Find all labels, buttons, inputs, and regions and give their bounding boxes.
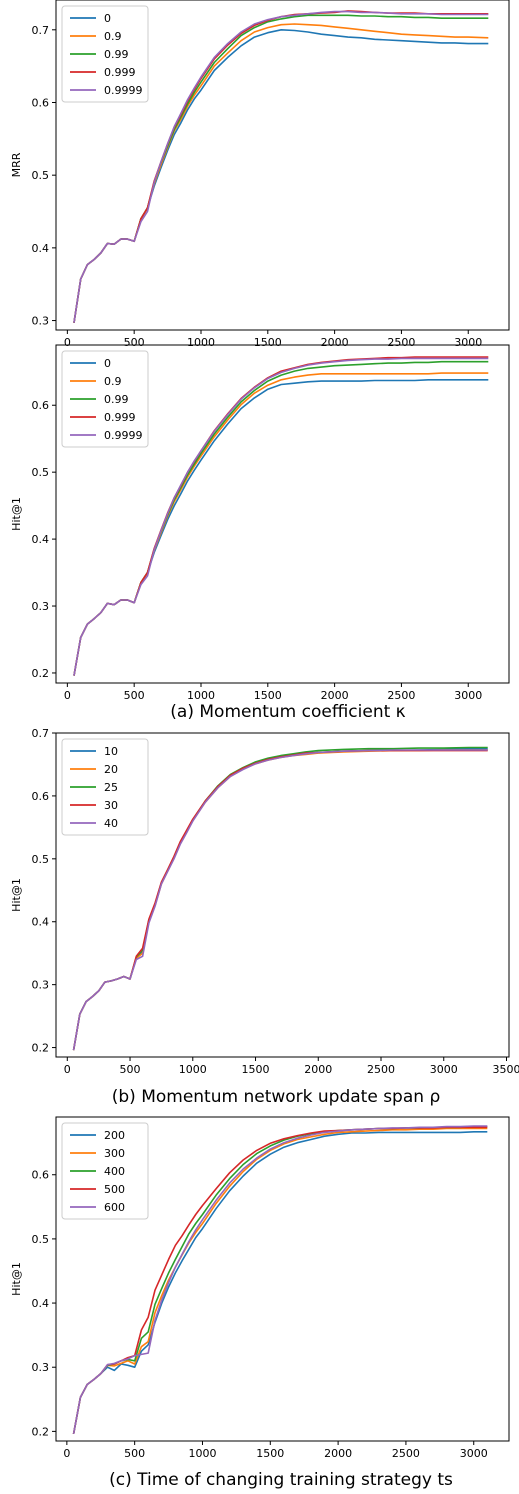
x-tick-label: 2000 [304, 1063, 332, 1076]
legend-label: 400 [104, 1165, 125, 1178]
legend-label: 0.999 [104, 411, 136, 424]
y-tick-label: 0.6 [32, 399, 50, 412]
y-tick-label: 0.3 [32, 600, 50, 613]
legend-label: 600 [104, 1201, 125, 1214]
y-tick-label: 0.7 [32, 24, 50, 37]
y-tick-label: 0.3 [32, 315, 50, 328]
x-tick-label: 1000 [188, 1447, 216, 1460]
x-tick-label: 0 [64, 1063, 71, 1076]
x-tick-label: 3000 [460, 1447, 488, 1460]
x-tick-label: 3000 [454, 336, 482, 349]
x-tick-label: 0 [64, 336, 71, 349]
legend [61, 350, 149, 448]
y-tick-label: 0.6 [32, 96, 50, 109]
x-tick-label: 1500 [242, 1063, 270, 1076]
legend-label: 0.9 [104, 30, 122, 43]
y-tick-label: 0.4 [32, 916, 50, 929]
plot-frame [55, 1116, 510, 1442]
legend-label: 0.99 [104, 48, 129, 61]
legend-label: 200 [104, 1129, 125, 1142]
chart-panel-hit1-training-strategy: 0 500 1000 1500 2000 2500 3000 0.2 0.3 0.4 0.5 0.6 H… [10, 1116, 510, 1460]
y-tick-label: 0.5 [32, 853, 50, 866]
y-tick-label: 0.5 [32, 466, 50, 479]
legend [61, 738, 149, 836]
series-line-0.9999 [73, 10, 489, 323]
y-axis-label: Hit@1 [10, 1262, 23, 1296]
chart-panel-hit1-update-span: 0 500 1000 1500 2000 2500 3000 3500 0.2 0.3 0.4 0.5… [10, 727, 519, 1076]
x-tick-label: 500 [124, 336, 145, 349]
legend-label: 0 [104, 357, 111, 370]
x-tick-label: 500 [124, 689, 145, 702]
legend-label: 20 [104, 763, 118, 776]
caption-c: (c) Time of changing training strategy t… [109, 1470, 453, 1490]
series-line-600 [72, 1125, 488, 1435]
y-tick-label: 0.4 [32, 242, 50, 255]
x-tick-label: 2500 [367, 1063, 395, 1076]
y-axis-label: Hit@1 [10, 497, 23, 531]
legend-label: 30 [104, 799, 118, 812]
y-tick-label: 0.3 [32, 1361, 50, 1374]
x-tick-label: 1000 [187, 336, 215, 349]
x-tick-label: 2500 [392, 1447, 420, 1460]
legend-label: 0.999 [104, 66, 136, 79]
series-line-0.9999 [73, 357, 489, 676]
x-tick-label: 0 [64, 689, 71, 702]
caption-a: (a) Momentum coefficient κ [170, 702, 405, 722]
y-tick-label: 0.2 [32, 667, 50, 680]
y-tick-label: 0.5 [32, 1233, 50, 1246]
x-tick-label: 2000 [324, 1447, 352, 1460]
caption-b: (b) Momentum network update span ρ [112, 1087, 441, 1107]
x-tick-label: 500 [124, 1447, 145, 1460]
y-tick-label: 0.4 [32, 1297, 50, 1310]
series-line-40 [72, 749, 488, 1051]
legend-label: 0.9999 [104, 429, 143, 442]
x-tick-label: 3000 [430, 1063, 458, 1076]
x-tick-label: 0 [63, 1447, 70, 1460]
legend [61, 1122, 149, 1220]
legend-label: 0.9 [104, 375, 122, 388]
x-tick-label: 1500 [254, 689, 282, 702]
x-tick-label: 1000 [179, 1063, 207, 1076]
y-tick-label: 0.6 [32, 1169, 50, 1182]
y-tick-label: 0.7 [32, 727, 50, 740]
x-tick-label: 3000 [454, 689, 482, 702]
plot-frame [55, 344, 510, 684]
y-tick-label: 0.5 [32, 169, 50, 182]
legend-label: 0.9999 [104, 84, 143, 97]
legend-label: 500 [104, 1183, 125, 1196]
chart-panel-hit1-momentum: 0 500 1000 1500 2000 2500 3000 0.2 0.3 0.4 0.5 0.6 H… [10, 344, 510, 702]
x-tick-label: 3500 [492, 1063, 519, 1076]
y-tick-label: 0.3 [32, 979, 50, 992]
chart-panel-mrr-momentum: 0 500 1000 1500 2000 2500 3000 0.3 0.4 0.5 0.6 0.7 M… [10, 0, 510, 349]
x-tick-label: 1500 [254, 336, 282, 349]
legend-label: 0.99 [104, 393, 129, 406]
x-tick-label: 2500 [387, 336, 415, 349]
x-tick-label: 2000 [321, 336, 349, 349]
legend-label: 0 [104, 12, 111, 25]
series-line-200 [72, 1131, 488, 1435]
x-tick-label: 1500 [256, 1447, 284, 1460]
legend [61, 5, 149, 103]
legend-label: 10 [104, 745, 118, 758]
y-tick-label: 0.2 [32, 1042, 50, 1055]
x-tick-label: 1000 [187, 689, 215, 702]
y-tick-label: 0.6 [32, 790, 50, 803]
plot-frame [55, 732, 510, 1058]
plot-frame [55, 0, 510, 331]
x-tick-label: 500 [120, 1063, 141, 1076]
legend-label: 300 [104, 1147, 125, 1160]
legend-label: 40 [104, 817, 118, 830]
x-tick-label: 2000 [321, 689, 349, 702]
y-tick-label: 0.4 [32, 533, 50, 546]
y-axis-label: Hit@1 [10, 878, 23, 912]
legend-label: 25 [104, 781, 118, 794]
series-line-300 [72, 1127, 488, 1435]
x-tick-label: 2500 [387, 689, 415, 702]
y-tick-label: 0.2 [32, 1425, 50, 1438]
y-axis-label: MRR [10, 152, 23, 177]
